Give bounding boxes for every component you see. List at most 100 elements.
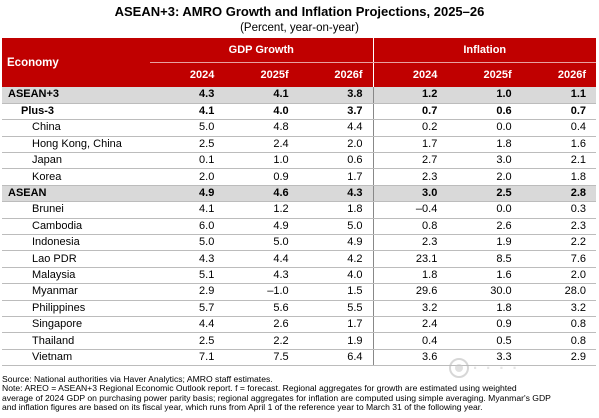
table-row: Lao PDR 4.3 4.4 4.2 23.1 8.5 7.6 <box>2 250 597 268</box>
inflation-cell: 1.6 <box>521 136 597 154</box>
gdp-growth-cell: 3.7 <box>298 103 374 121</box>
gdp-growth-cell: 4.1 <box>150 201 225 219</box>
inflation-cell: 2.3 <box>372 234 448 252</box>
gdp-growth-cell: 7.1 <box>150 349 225 367</box>
inflation-cell: 2.5 <box>447 184 522 203</box>
table-row: China 5.0 4.8 4.4 0.2 0.0 0.4 <box>2 119 597 137</box>
inflation-cell: 2.6 <box>447 218 522 236</box>
gdp-growth-cell: 4.4 <box>298 119 374 137</box>
economy-name: Philippines <box>2 300 150 317</box>
inflation-cell: 0.7 <box>521 103 597 121</box>
inflation-cell: 0.9 <box>447 316 522 334</box>
gdp-growth-group-header: GDP Growth <box>150 38 374 63</box>
inflation-group-header: Inflation <box>372 38 597 63</box>
inflation-cell: 28.0 <box>521 283 597 301</box>
page-subtitle: (Percent, year-on-year) <box>240 22 359 34</box>
gdp-growth-cell: 6.0 <box>150 218 225 236</box>
economy-column-header: Economy <box>2 38 150 87</box>
inflation-cell: 1.8 <box>447 300 522 317</box>
table-row: Singapore 4.4 2.6 1.7 2.4 0.9 0.8 <box>2 316 597 334</box>
gdp-growth-cell: 4.0 <box>298 267 374 285</box>
gdp-growth-cell: 4.3 <box>224 267 299 285</box>
gdp-growth-cell: 2.0 <box>298 136 374 154</box>
inflation-cell: 3.2 <box>372 300 448 317</box>
inflation-cell: 0.0 <box>447 201 522 219</box>
gdp-growth-cell: 1.5 <box>298 283 374 301</box>
year-header: 2026f <box>521 62 597 87</box>
gdp-growth-cell: 4.4 <box>150 316 225 334</box>
gdp-growth-cell: 2.5 <box>150 332 225 350</box>
gdp-growth-cell: 4.9 <box>150 184 225 203</box>
table-row: Korea 2.0 0.9 1.7 2.3 2.0 1.8 <box>2 168 597 186</box>
table-header-row-groups: Economy GDP Growth Inflation <box>2 38 597 87</box>
inflation-cell: 2.4 <box>372 316 448 334</box>
page-title: ASEAN+3: AMRO Growth and Inflation Proje… <box>114 4 485 19</box>
inflation-cell: 0.4 <box>372 332 448 350</box>
inflation-cell: 0.8 <box>521 316 597 334</box>
table-body: ASEAN+3 4.3 4.1 3.8 1.2 1.0 1.1 Plus-3 4.1 4.0 3.7… <box>2 87 597 367</box>
gdp-growth-cell: 4.9 <box>224 218 299 236</box>
watermark-logo: · · · · <box>449 356 561 380</box>
table-row: ASEAN 4.9 4.6 4.3 3.0 2.5 2.8 <box>2 184 597 203</box>
inflation-cell: –0.4 <box>372 201 448 219</box>
economy-name: Brunei <box>2 201 150 219</box>
gdp-growth-cell: 0.1 <box>150 152 225 170</box>
gdp-growth-cell: 2.2 <box>224 332 299 350</box>
inflation-cell: 3.2 <box>521 300 597 317</box>
inflation-cell: 2.1 <box>521 152 597 170</box>
inflation-cell: 0.7 <box>372 103 448 121</box>
source-note: Source: National authorities via Haver A… <box>2 375 273 384</box>
inflation-cell: 2.9 <box>521 349 597 367</box>
economy-name: Hong Kong, China <box>2 136 150 154</box>
gdp-growth-cell: 2.4 <box>224 136 299 154</box>
inflation-cell: 0.6 <box>447 103 522 121</box>
inflation-cell: 2.3 <box>521 218 597 236</box>
inflation-cell: 30.0 <box>447 283 522 301</box>
gdp-growth-cell: 7.5 <box>224 349 299 367</box>
economy-name: Thailand <box>2 332 150 350</box>
year-header: 2024 <box>150 62 225 87</box>
projections-table: Economy GDP Growth Inflation 2024 2025f … <box>2 38 597 367</box>
inflation-cell: 1.9 <box>447 234 522 252</box>
inflation-cell: 3.6 <box>372 349 448 367</box>
gdp-growth-cell: 4.1 <box>150 103 225 121</box>
economy-name: Myanmar <box>2 283 150 301</box>
gdp-growth-cell: 4.3 <box>298 184 374 203</box>
economy-name: Cambodia <box>2 218 150 236</box>
inflation-cell: 1.1 <box>521 87 597 104</box>
gdp-growth-cell: 5.0 <box>298 218 374 236</box>
table-row: Vietnam 7.1 7.5 6.4 3.6 3.3 2.9 <box>2 349 597 367</box>
inflation-cell: 3.0 <box>372 184 448 203</box>
gdp-growth-cell: 1.2 <box>224 201 299 219</box>
inflation-cell: 2.2 <box>521 234 597 252</box>
table-row: ASEAN+3 4.3 4.1 3.8 1.2 1.0 1.1 <box>2 87 597 104</box>
gdp-growth-cell: 2.6 <box>224 316 299 334</box>
inflation-cell: 0.3 <box>521 201 597 219</box>
gdp-growth-cell: 4.0 <box>224 103 299 121</box>
inflation-cell: 1.7 <box>372 136 448 154</box>
year-header: 2026f <box>298 62 374 87</box>
watermark-text: · · · · <box>473 359 520 377</box>
inflation-cell: 1.8 <box>447 136 522 154</box>
table-row: Malaysia 5.1 4.3 4.0 1.8 1.6 2.0 <box>2 267 597 285</box>
inflation-cell: 0.8 <box>521 332 597 350</box>
economy-name: Singapore <box>2 316 150 334</box>
inflation-cell: 2.0 <box>447 168 522 186</box>
table-row: Japan 0.1 1.0 0.6 2.7 3.0 2.1 <box>2 152 597 170</box>
inflation-cell: 1.0 <box>447 87 522 104</box>
gdp-growth-cell: 4.8 <box>224 119 299 137</box>
economy-name: Korea <box>2 168 150 186</box>
gdp-growth-cell: 4.2 <box>298 250 374 268</box>
gdp-growth-cell: 1.8 <box>298 201 374 219</box>
inflation-cell: 2.3 <box>372 168 448 186</box>
inflation-cell: 0.4 <box>521 119 597 137</box>
economy-name: Indonesia <box>2 234 150 252</box>
gdp-growth-cell: 4.9 <box>298 234 374 252</box>
table-header-row-years: 2024 2025f 2026f 2024 2025f 2026f <box>2 62 597 87</box>
gdp-growth-cell: 4.6 <box>224 184 299 203</box>
gdp-growth-cell: 2.0 <box>150 168 225 186</box>
note-line: average of 2024 GDP on purchasing power … <box>2 393 551 403</box>
gdp-growth-cell: 1.0 <box>224 152 299 170</box>
inflation-cell: 0.0 <box>447 119 522 137</box>
year-header: 2025f <box>224 62 299 87</box>
